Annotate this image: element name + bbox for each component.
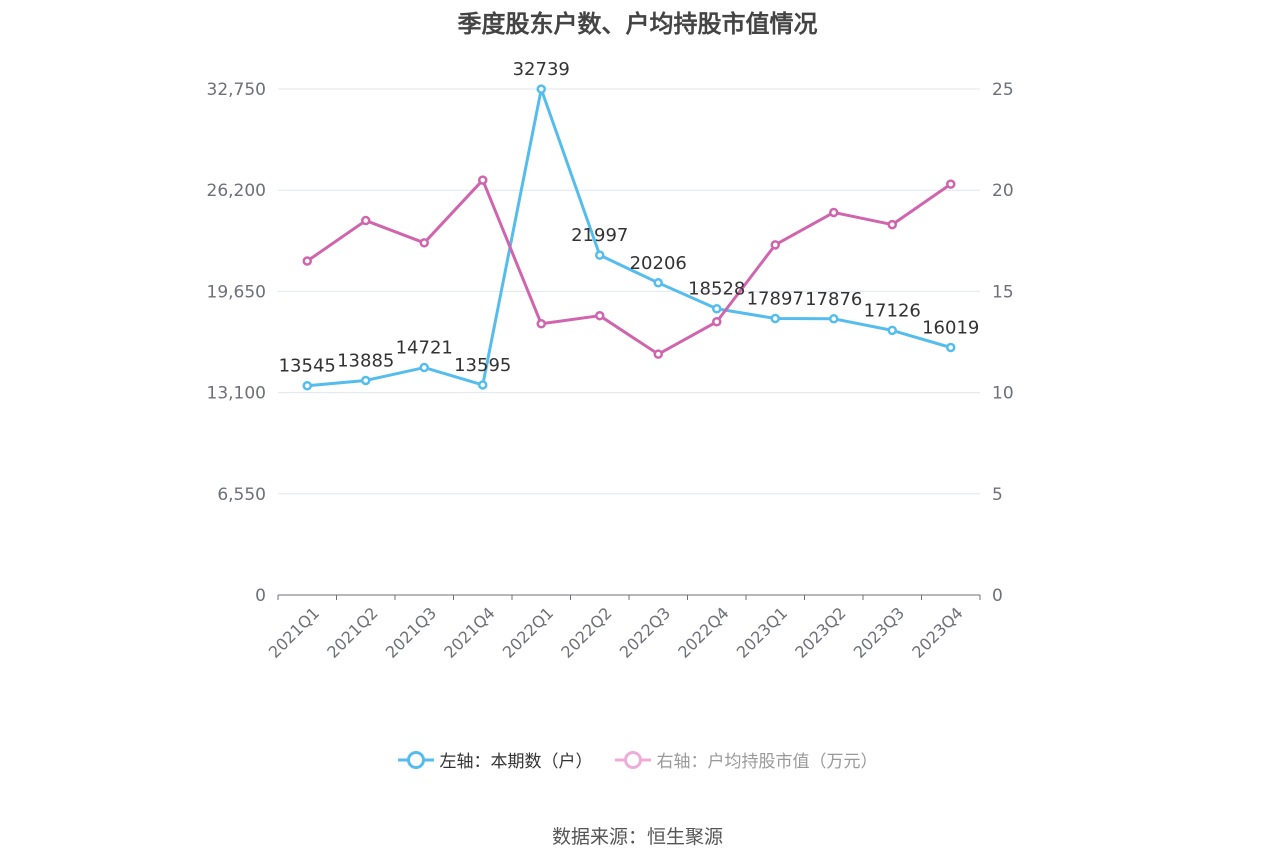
right-series-point — [536, 319, 546, 329]
left-series-point — [302, 380, 312, 391]
data-source: 数据来源：恒生聚源 — [551, 826, 723, 848]
left-series-point — [361, 375, 371, 386]
x-axis-tick-label: 2021Q1 — [265, 603, 323, 661]
left-axis-tick-label: 19,650 — [207, 282, 266, 302]
data-label: 16019 — [922, 318, 979, 339]
x-axis-tick-label: 2023Q1 — [733, 603, 791, 661]
x-axis-tick-label: 2021Q4 — [440, 603, 498, 661]
right-axis-tick-label: 15 — [992, 282, 1014, 302]
chart-title: 季度股东户数、户均持股市值情况 — [457, 10, 818, 38]
left-series-point — [536, 84, 546, 94]
left-axis-tick-label: 32,750 — [207, 80, 266, 100]
right-series-point — [653, 349, 663, 359]
x-axis-tick-label: 2023Q2 — [791, 603, 849, 661]
data-label: 13595 — [454, 355, 511, 376]
data-label: 32739 — [513, 59, 570, 80]
legend-right-label: 右轴：户均持股市值（万元） — [656, 752, 878, 772]
right-axis-tick-label: 25 — [992, 80, 1014, 100]
right-series-point — [712, 317, 722, 327]
right-series-line — [306, 178, 952, 356]
left-series-point — [712, 303, 722, 314]
data-label: 14721 — [396, 338, 453, 359]
legend-left-swatch-icon — [397, 750, 434, 769]
right-series-point — [595, 310, 605, 321]
data-label: 17897 — [747, 288, 804, 309]
right-series-point — [887, 219, 897, 230]
right-axis-tick-label: 10 — [992, 384, 1014, 404]
x-axis-tick-label: 2021Q3 — [382, 603, 440, 661]
series — [302, 84, 956, 391]
left-series-point — [653, 278, 663, 288]
left-axis-tick-label: 13,100 — [207, 384, 266, 404]
data-label: 20206 — [630, 253, 687, 274]
right-series-point — [361, 215, 371, 226]
left-series-point — [478, 380, 488, 390]
legend: 左轴：本期数（户） 右轴：户均持股市值（万元） — [0, 747, 1275, 772]
x-axis-tick-label: 2023Q3 — [850, 603, 908, 661]
x-axis-tick-label: 2023Q4 — [908, 603, 966, 661]
data-label: 18528 — [688, 279, 745, 300]
right-series-point — [770, 240, 780, 250]
left-series-point — [887, 325, 897, 336]
left-axis-tick-label: 0 — [255, 586, 266, 606]
left-axis-tick-label: 6,550 — [217, 485, 266, 505]
x-axis-tick-label: 2021Q2 — [323, 603, 381, 661]
left-series-point — [595, 250, 605, 260]
x-axis-tick-label: 2022Q3 — [616, 603, 674, 661]
data-label: 13545 — [279, 356, 336, 377]
left-series-line — [307, 87, 952, 388]
data-label: 17126 — [864, 300, 921, 321]
left-series-point — [829, 314, 839, 324]
left-series-point — [770, 313, 780, 324]
right-series-point — [302, 256, 312, 266]
legend-item-left-series[interactable]: 左轴：本期数（户） — [397, 747, 593, 772]
data-label: 13885 — [337, 350, 394, 371]
x-axis-tick-label: 2022Q1 — [499, 603, 557, 661]
right-series-point — [829, 207, 839, 218]
right-series-point — [946, 179, 956, 189]
legend-left-label: 左轴：本期数（户） — [439, 752, 593, 772]
right-axis-tick-label: 0 — [992, 586, 1003, 606]
legend-right-swatch-icon — [614, 750, 651, 769]
right-series-point — [419, 238, 429, 248]
x-axis-tick-label: 2022Q4 — [674, 603, 732, 661]
grid-lines — [278, 88, 980, 495]
left-series-point — [419, 362, 429, 373]
right-axis-tick-label: 20 — [992, 181, 1014, 201]
data-label: 21997 — [571, 225, 628, 246]
legend-item-right-series[interactable]: 右轴：户均持股市值（万元） — [614, 747, 878, 772]
left-series-point — [946, 342, 956, 353]
x-axis-tick-label: 2022Q2 — [557, 603, 615, 661]
data-label: 17876 — [805, 289, 862, 310]
right-axis-tick-label: 5 — [992, 485, 1003, 505]
left-axis-tick-label: 26,200 — [207, 181, 266, 201]
right-series-point — [478, 175, 488, 185]
